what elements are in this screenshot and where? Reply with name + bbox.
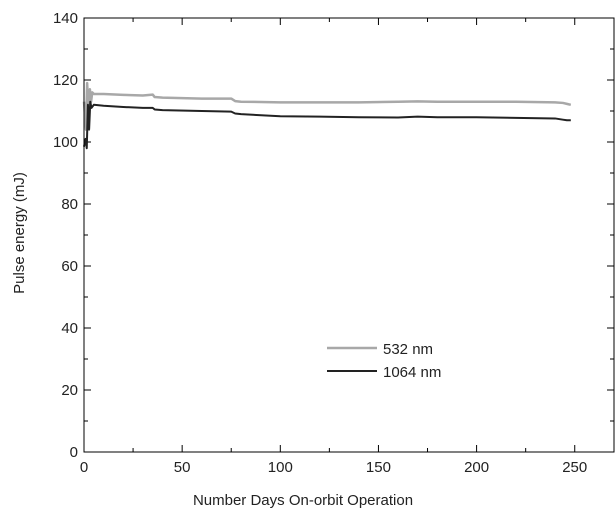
y-tick-label-60: 60 [61,258,78,275]
x-tick-label-200: 200 [464,459,489,476]
legend-label-1064nm: 1064 nm [383,364,441,381]
series-layer [82,81,572,150]
x-tick-label-150: 150 [366,459,391,476]
x-tick-label-50: 50 [174,459,191,476]
y-tick-label-140: 140 [53,10,78,27]
y-tick-label-80: 80 [61,196,78,213]
series-line-532nm [82,81,572,131]
x-tick-label-100: 100 [268,459,293,476]
legend: 532 nm 1064 nm [327,341,441,381]
plot-frame [83,17,615,453]
tick-marks [83,17,614,453]
y-tick-labels: 0 20 40 60 80 100 120 140 [53,10,78,461]
y-tick-label-100: 100 [53,134,78,151]
y-axis-title: Pulse energy (mJ) [11,172,28,294]
series-line-1064nm [83,100,571,150]
x-tick-label-0: 0 [80,459,88,476]
y-tick-label-120: 120 [53,72,78,89]
x-tick-label-250: 250 [562,459,587,476]
y-tick-label-20: 20 [61,382,78,399]
legend-label-532nm: 532 nm [383,341,433,358]
x-axis-title: Number Days On-orbit Operation [193,492,413,509]
y-tick-label-0: 0 [70,444,78,461]
x-tick-labels: 0 50 100 150 200 250 [80,459,587,476]
y-tick-label-40: 40 [61,320,78,337]
